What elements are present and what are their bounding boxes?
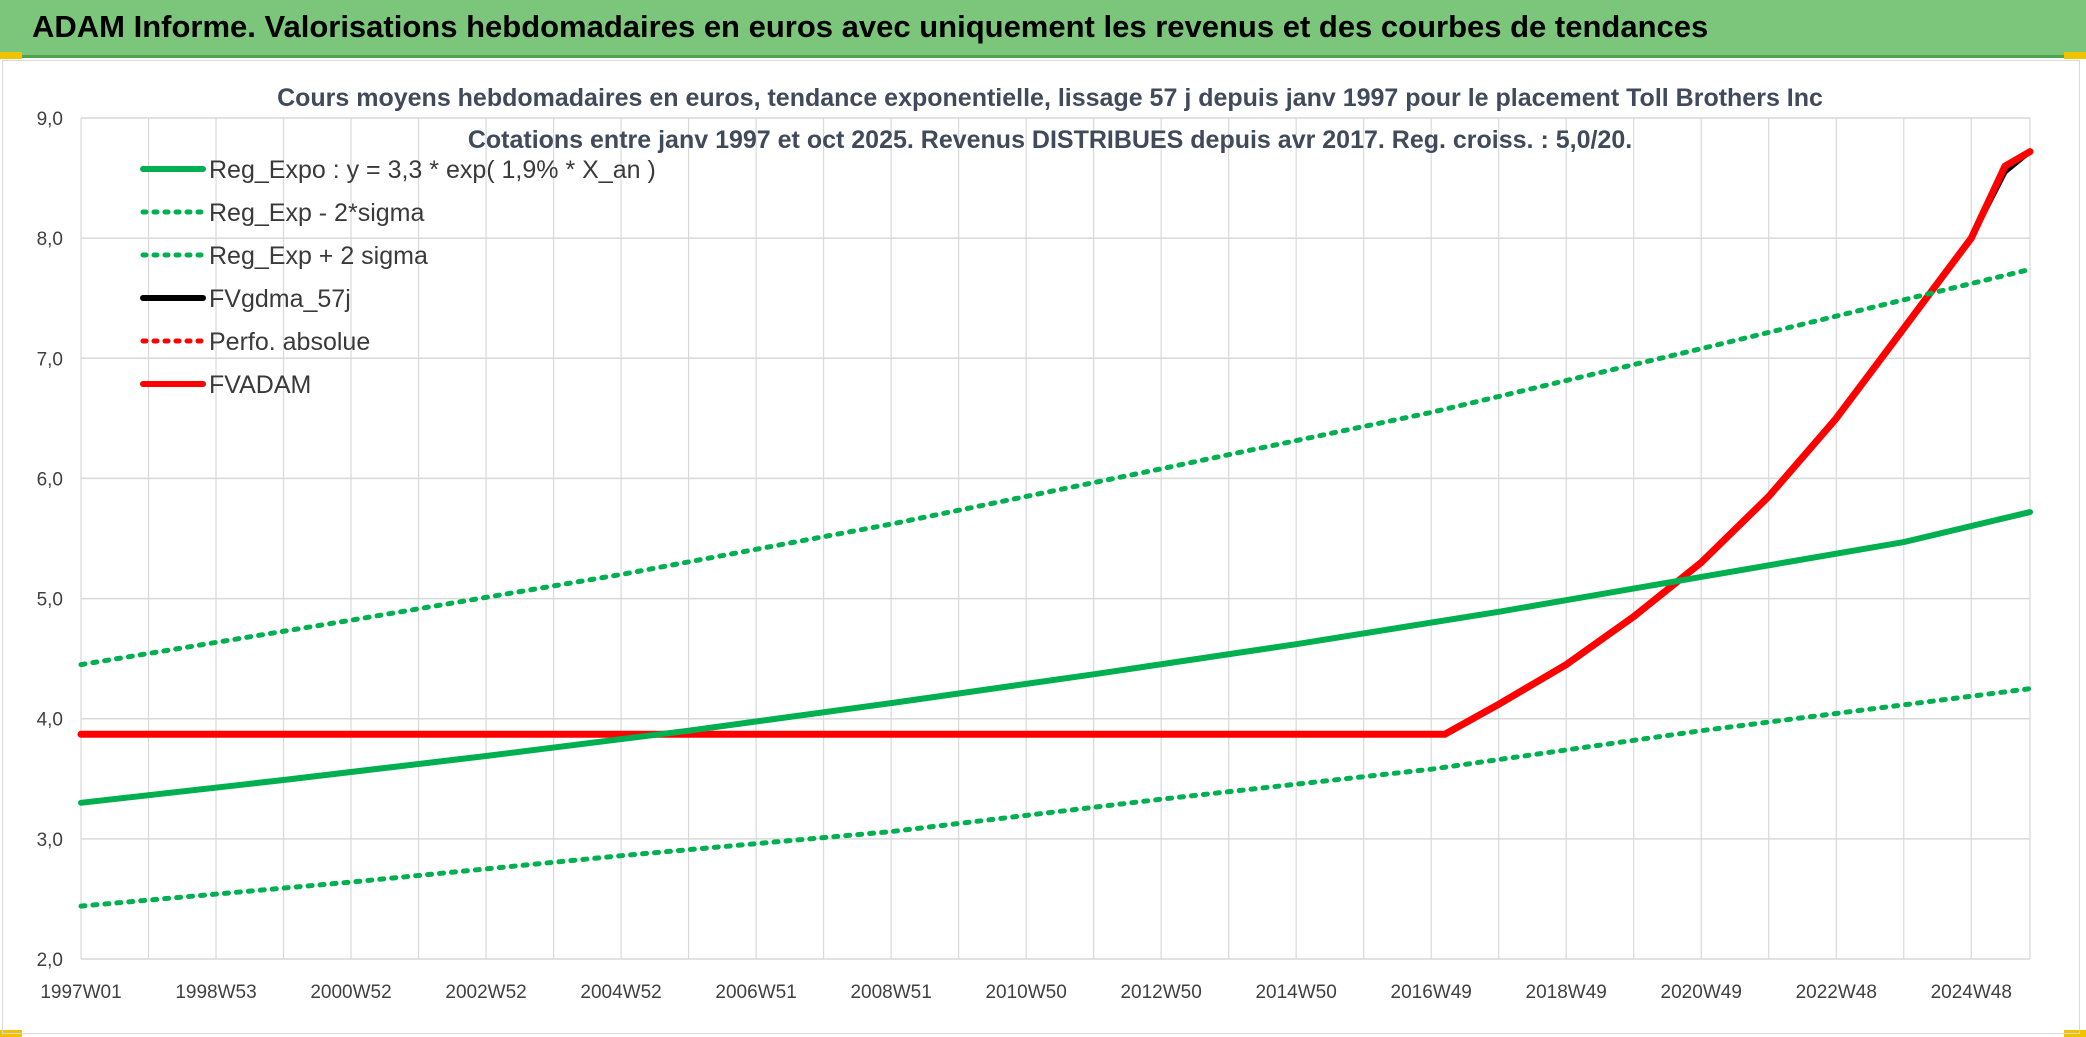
legend-label: FVgdma_57j [209, 285, 351, 313]
y-tick-label: 9,0 [37, 109, 63, 130]
x-tick-label: 2012W50 [1120, 982, 1201, 1003]
y-tick-label: 6,0 [37, 469, 63, 490]
x-tick-label: 2002W52 [445, 982, 526, 1003]
legend-label: Reg_Expo : y = 3,3 * exp( 1,9% * X_an ) [209, 156, 656, 184]
y-axis-ticks: 2,0 3,0 4,0 5,0 6,0 7,0 8,0 9,0 [37, 109, 63, 971]
chart-title: Cours moyens hebdomadaires en euros, ten… [277, 84, 1823, 112]
series-line-5 [77, 148, 2034, 738]
series-line-3 [78, 149, 2033, 737]
chart-series [77, 148, 2034, 909]
y-tick-label: 4,0 [37, 710, 63, 731]
x-axis-ticks: 1997W01 1998W53 2000W52 2002W52 2004W52 2006W… [40, 982, 2012, 1003]
legend-label: FVADAM [209, 371, 311, 399]
chart-svg: 1997W01 1998W53 2000W52 2002W52 2004W52 2006W… [37, 84, 2034, 1003]
x-tick-label: 2022W48 [1796, 982, 1877, 1003]
y-tick-label: 8,0 [37, 229, 63, 250]
y-tick-label: 5,0 [37, 590, 63, 611]
x-tick-label: 1998W53 [175, 982, 256, 1003]
chart-grid [80, 117, 2031, 960]
legend-label: Reg_Exp - 2*sigma [209, 199, 424, 227]
series-line-2 [78, 266, 2033, 668]
series-line-0 [78, 509, 2033, 806]
x-tick-label: 2018W49 [1526, 982, 1607, 1003]
x-tick-label: 2020W49 [1661, 982, 1742, 1003]
chart-frame: 1997W01 1998W53 2000W52 2002W52 2004W52 2006W… [2, 60, 2080, 1034]
y-tick-label: 2,0 [37, 950, 63, 971]
chart-subtitle: Cotations entre janv 1997 et oct 2025. R… [468, 126, 1632, 154]
y-tick-label: 7,0 [37, 349, 63, 370]
y-tick-label: 3,0 [37, 830, 63, 851]
corner-marker [0, 52, 22, 59]
header-banner: ADAM Informe. Valorisations hebdomadaire… [0, 0, 2086, 58]
x-tick-label: 2008W51 [850, 982, 931, 1003]
legend-label: Perfo. absolue [209, 328, 370, 356]
x-tick-label: 2010W50 [985, 982, 1066, 1003]
x-tick-label: 2004W52 [580, 982, 661, 1003]
x-tick-label: 2014W50 [1255, 982, 1336, 1003]
series-line-1 [78, 686, 2033, 909]
x-tick-label: 2016W49 [1391, 982, 1472, 1003]
x-tick-label: 1997W01 [40, 982, 121, 1003]
chart-legend: Reg_Expo : y = 3,3 * exp( 1,9% * X_an ) R… [140, 156, 656, 399]
x-tick-label: 2024W48 [1931, 982, 2012, 1003]
page-title: ADAM Informe. Valorisations hebdomadaire… [32, 9, 1709, 44]
legend-label: Reg_Exp + 2 sigma [209, 242, 428, 270]
x-tick-label: 2006W51 [715, 982, 796, 1003]
x-tick-label: 2000W52 [310, 982, 391, 1003]
corner-marker [2064, 52, 2086, 59]
